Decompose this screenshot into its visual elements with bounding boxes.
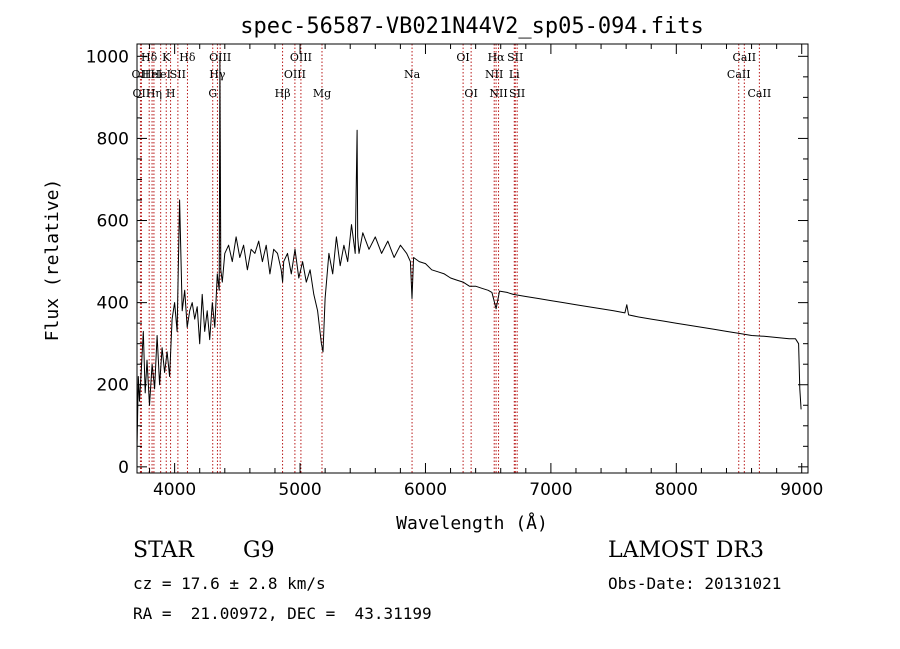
line-label-hδ: Hδ xyxy=(179,51,196,64)
line-label-oiii: OIII xyxy=(284,68,306,81)
line-label-hδ: Hδ xyxy=(141,51,158,64)
line-label-hei: HeI xyxy=(142,68,162,81)
x-tick-label: 7000 xyxy=(529,480,572,500)
spectral-subclass: G9 xyxy=(243,538,275,563)
line-label-sii: SII xyxy=(507,51,523,64)
y-tick-label: 800 xyxy=(97,129,129,149)
spectrum-series xyxy=(136,55,802,451)
line-label-hα: Hα xyxy=(488,51,506,64)
y-tick-label: 400 xyxy=(97,294,129,314)
x-tick-label: 8000 xyxy=(655,480,698,500)
line-label-oiii: OIII xyxy=(209,51,231,64)
line-label-k: K xyxy=(162,51,171,64)
survey-name: LAMOST DR3 xyxy=(608,538,764,563)
line-label-li: Li xyxy=(509,68,520,81)
plot-frame xyxy=(136,43,809,474)
x-tick-label: 9000 xyxy=(780,480,823,500)
y-tick-label: 200 xyxy=(97,376,129,396)
chart-title: spec-56587-VB021N44V2_sp05-094.fits xyxy=(240,14,704,39)
line-label-na: Na xyxy=(404,68,421,81)
line-markers xyxy=(139,44,760,473)
line-label-caii: CaII xyxy=(732,51,756,64)
object-type: STAR xyxy=(133,538,194,563)
line-label-sii: SII xyxy=(509,87,525,100)
x-axis-label: Wavelength (Å) xyxy=(396,512,548,534)
line-label-hβ: Hβ xyxy=(275,87,291,100)
x-tick-label: 6000 xyxy=(404,480,447,500)
x-tick-label: 4000 xyxy=(153,480,196,500)
y-tick-label: 600 xyxy=(97,212,129,232)
line-label-mg: Mg xyxy=(313,87,331,100)
line-label-hγ: Hγ xyxy=(209,68,226,81)
line-label-oiii: OIII xyxy=(290,51,312,64)
spectrum-line xyxy=(136,55,802,451)
line-label-nii: NII xyxy=(489,87,507,100)
redshift-velocity: cz = 17.6 ± 2.8 km/s xyxy=(133,574,326,593)
x-tick-label: 5000 xyxy=(278,480,321,500)
line-label-nii: NII xyxy=(485,68,503,81)
line-label-caii: CaII xyxy=(727,68,751,81)
line-label-sii: SII xyxy=(170,68,186,81)
line-label-oi: OI xyxy=(464,87,477,100)
line-label-oii: OII xyxy=(133,87,151,100)
line-label-h: H xyxy=(166,87,176,100)
observation-date: Obs-Date: 20131021 xyxy=(608,574,782,593)
line-label-hη: Hη xyxy=(146,87,162,100)
line-label-g: G xyxy=(208,87,217,100)
y-tick-label: 1000 xyxy=(86,47,129,67)
line-label-caii: CaII xyxy=(748,87,772,100)
line-label-oii: OII xyxy=(132,68,150,81)
y-axis-label: Flux (relative) xyxy=(42,179,63,342)
line-labels: OIIOIIHδHeIHηHeIKHSIIHδGHγOIIIHβOIIIOIII… xyxy=(132,51,772,100)
axes: 4000 5000 6000 7000 8000 9000 0 200 400 600 800 100… xyxy=(86,43,823,500)
line-label-oi: OI xyxy=(456,51,469,64)
coordinates: RA = 21.00972, DEC = 43.31199 xyxy=(133,604,432,623)
y-tick-label: 0 xyxy=(118,458,129,478)
line-label-hei: HeI xyxy=(150,68,170,81)
spectrum-chart: 4000 5000 6000 7000 8000 9000 0 200 400 600 800 100… xyxy=(42,14,823,534)
